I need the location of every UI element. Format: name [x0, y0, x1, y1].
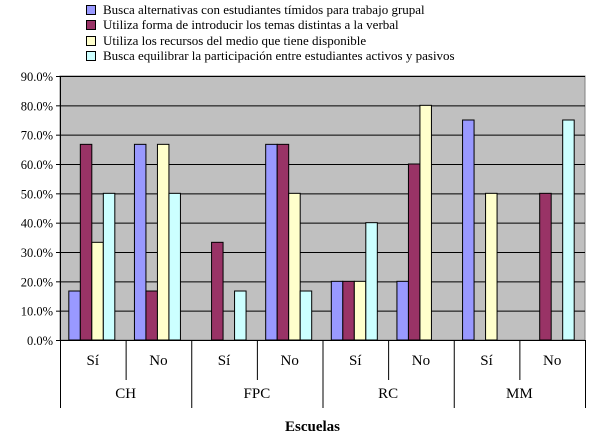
x-subcategory-label: Sí	[480, 353, 493, 369]
bar	[276, 143, 290, 341]
bar	[91, 241, 104, 341]
legend-swatch	[86, 35, 96, 46]
x-group-label: FPC	[244, 386, 271, 402]
y-tick-label: 60.0%	[21, 158, 53, 172]
y-tick-label: 70.0%	[21, 129, 53, 143]
x-group-label: MM	[506, 386, 533, 402]
legend-item: Utiliza los recursos del medio que tiene…	[86, 33, 455, 49]
x-group-label: CH	[115, 386, 136, 402]
y-tick-label: 50.0%	[21, 187, 53, 201]
legend-label: Busca equilibrar la participación entre …	[103, 48, 455, 64]
x-subcategory-label: No	[281, 353, 299, 369]
bar	[342, 280, 355, 341]
legend-label: Utiliza forma de introducir los temas di…	[103, 17, 399, 33]
x-subcategory-label: No	[149, 353, 167, 369]
bar	[68, 290, 81, 341]
legend-swatch	[86, 51, 96, 62]
legend-label: Utiliza los recursos del medio que tiene…	[103, 32, 367, 48]
bar	[299, 290, 313, 341]
y-tick-label: 0.0%	[27, 334, 53, 348]
x-subcategory-label: No	[543, 353, 561, 369]
y-tick-label: 90.0%	[21, 70, 53, 84]
y-tick-label: 20.0%	[21, 275, 53, 289]
x-subcategory-label: Sí	[87, 353, 100, 369]
bar	[396, 280, 409, 341]
legend-swatch	[86, 4, 96, 15]
legend-swatch	[86, 20, 96, 31]
legend-item: Busca alternativas con estudiantes tímid…	[86, 2, 455, 18]
x-subcategory-label: No	[412, 353, 430, 369]
x-subcategory-label: Sí	[218, 353, 231, 369]
chart-legend: Busca alternativas con estudiantes tímid…	[86, 2, 455, 64]
bar	[168, 192, 181, 341]
bar	[539, 192, 552, 341]
y-tick-label: 40.0%	[21, 217, 53, 231]
legend-item: Busca equilibrar la participación entre …	[86, 48, 455, 65]
legend-label: Busca alternativas con estudiantes tímid…	[103, 1, 425, 17]
bar	[265, 143, 278, 341]
bar	[156, 143, 170, 341]
y-tick-label: 30.0%	[21, 246, 53, 260]
bar	[462, 119, 475, 341]
bar	[353, 280, 367, 341]
bar	[145, 290, 158, 341]
bar	[102, 192, 116, 341]
legend-item: Utiliza forma de introducir los temas di…	[86, 17, 455, 34]
y-tick-label: 80.0%	[21, 99, 53, 113]
bar	[407, 163, 421, 341]
x-axis-title: Escuelas	[285, 419, 340, 435]
y-tick-label: 10.0%	[21, 305, 53, 319]
bar	[485, 192, 498, 341]
bar	[330, 280, 344, 341]
bar	[211, 241, 224, 341]
bar	[234, 290, 247, 341]
bar	[419, 104, 432, 341]
bar	[562, 119, 575, 341]
bar	[133, 143, 147, 341]
x-subcategory-label: Sí	[349, 353, 362, 369]
bar	[79, 143, 93, 341]
bar	[288, 192, 301, 341]
bar	[365, 222, 378, 341]
x-group-label: RC	[378, 386, 398, 402]
